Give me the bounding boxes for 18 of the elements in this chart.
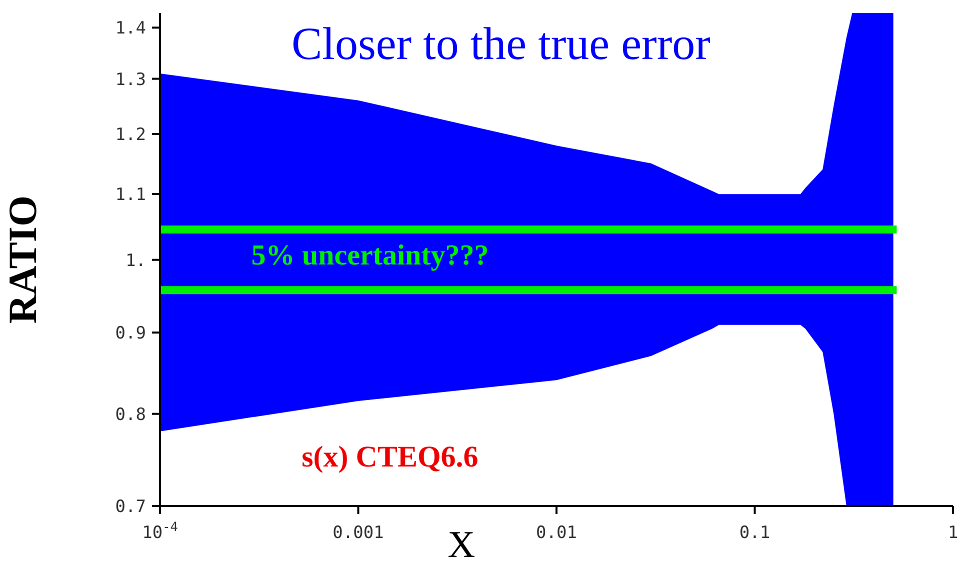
y-tick-label: 1.1 [115,185,146,206]
x-tick-label: 0.1 [739,523,770,543]
chart-title: Closer to the true error [292,18,710,69]
y-tick-label: 0.9 [115,324,146,344]
y-axis-title: RATIO [0,195,46,324]
x-tick-label: 0.001 [332,523,384,543]
x-axis-title: X [448,524,476,565]
x-tick-label: 0.01 [536,523,577,543]
y-tick-label: 1.3 [115,70,146,90]
x-tick-label: 1 [948,523,958,543]
y-tick-label: 0.7 [115,497,146,517]
y-tick-label: 1.2 [115,125,146,146]
x-tick-label: 10$^{-4}$ [142,520,178,543]
y-tick-label: 0.8 [115,404,146,425]
annotation: s(x) CTEQ6.6 [302,440,478,474]
y-tick-label: 1.4 [115,18,146,39]
annotation: 5% uncertainty??? [251,239,489,272]
y-tick-label: 1. [126,250,146,271]
